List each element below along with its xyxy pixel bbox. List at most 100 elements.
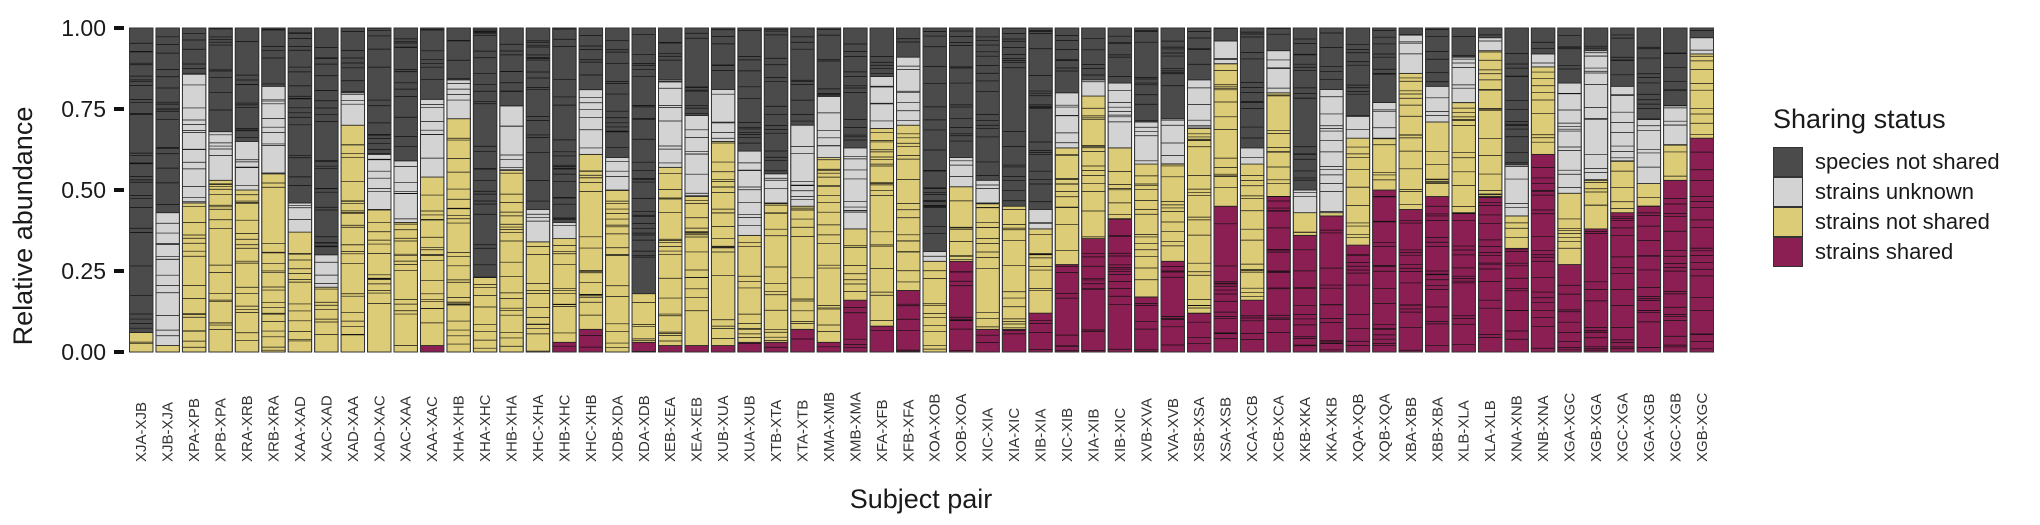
bar-segment-species-not-shared bbox=[261, 27, 286, 87]
x-tick-label: XEA-XEB bbox=[689, 397, 706, 462]
x-tick-label: XKB-XKA bbox=[1297, 397, 1314, 462]
bar-outline bbox=[631, 27, 656, 353]
bar-outline bbox=[446, 27, 471, 353]
bar-segment-species-not-shared bbox=[1160, 27, 1185, 120]
bar-segment-strains-unknown bbox=[578, 89, 604, 155]
bar-segment-species-not-shared bbox=[1398, 27, 1423, 35]
bar-segment-strains-shared bbox=[1266, 196, 1291, 353]
bar-segment-strains-not-shared bbox=[1425, 121, 1450, 197]
x-tick-label: XSB-XSA bbox=[1191, 397, 1208, 462]
bar-segment-strains-not-shared bbox=[843, 228, 868, 301]
bar-segment-strains-not-shared bbox=[763, 202, 789, 343]
bar-outline bbox=[1001, 27, 1027, 353]
bar-outline bbox=[208, 27, 233, 353]
bar-segment-strains-not-shared bbox=[1266, 92, 1291, 197]
bar-segment-strains-not-shared bbox=[287, 231, 313, 353]
x-tick-label: XGC-XGA bbox=[1614, 393, 1631, 462]
y-tick-label: 0.75 bbox=[61, 96, 106, 122]
bar-outline bbox=[684, 27, 709, 353]
bar-segment-species-not-shared bbox=[1557, 27, 1582, 84]
bar-segment-strains-unknown bbox=[234, 140, 260, 191]
bar-outline bbox=[1477, 27, 1503, 353]
bar-segment-strains-not-shared bbox=[446, 118, 471, 353]
x-tick-label: XQB-XQA bbox=[1376, 394, 1393, 462]
bar-outline bbox=[1530, 27, 1556, 353]
bar-segment-species-not-shared bbox=[658, 27, 683, 81]
bar-segment-strains-not-shared bbox=[525, 241, 551, 353]
bar-segment-strains-shared bbox=[949, 260, 974, 353]
bar-segment-strains-not-shared bbox=[605, 189, 630, 353]
bar-outline bbox=[419, 27, 445, 353]
bar-segment-strains-unknown bbox=[684, 115, 709, 197]
legend-item-strains-unknown: strains unknown bbox=[1773, 177, 2033, 207]
bar-outline bbox=[763, 27, 789, 353]
bar-segment-species-not-shared bbox=[155, 27, 180, 214]
bar-outline bbox=[181, 27, 207, 353]
bar-segment-strains-shared bbox=[1345, 244, 1371, 353]
bar-outline bbox=[129, 27, 154, 353]
bar-outline bbox=[552, 27, 577, 353]
bar-outline bbox=[869, 27, 895, 353]
bar-segment-strains-unknown bbox=[843, 147, 868, 230]
x-tick-label: XHA-XHB bbox=[451, 395, 468, 462]
y-tick-label: 0.50 bbox=[61, 177, 106, 203]
bar-segment-strains-unknown bbox=[1425, 85, 1450, 123]
bar-segment-strains-shared bbox=[420, 345, 445, 353]
x-tick-label: XJA-XJB bbox=[133, 402, 150, 462]
bar-outline bbox=[1425, 27, 1450, 353]
bar-segment-strains-not-shared bbox=[499, 170, 524, 353]
x-tick-label: XHC-XHA bbox=[530, 394, 547, 462]
bar-segment-strains-unknown bbox=[1054, 92, 1080, 149]
y-tick-label: 0.25 bbox=[61, 258, 106, 284]
bar-segment-species-not-shared bbox=[684, 27, 709, 116]
bar-segment-species-not-shared bbox=[181, 27, 207, 74]
bar-outline bbox=[234, 27, 260, 353]
bar-outline bbox=[1054, 27, 1080, 353]
bar-outline bbox=[1239, 27, 1265, 353]
bar-outline bbox=[658, 27, 683, 353]
bar-segment-strains-not-shared bbox=[922, 260, 947, 353]
x-tick-label: XNA-XNB bbox=[1509, 395, 1526, 462]
x-tick-label: XFA-XFB bbox=[874, 399, 891, 462]
bar-segment-strains-not-shared bbox=[737, 234, 762, 343]
bar-segment-strains-unknown bbox=[1610, 85, 1635, 162]
bar-segment-strains-unknown bbox=[1504, 163, 1529, 217]
bar-segment-strains-shared bbox=[1610, 212, 1635, 353]
x-tick-label: XRA-XRB bbox=[239, 395, 256, 462]
x-tick-label: XIB-XIA bbox=[1033, 409, 1050, 462]
bar-segment-strains-not-shared bbox=[1028, 228, 1053, 314]
bar-segment-strains-unknown bbox=[1557, 82, 1582, 194]
bar-segment-strains-not-shared bbox=[869, 128, 894, 327]
x-tick-label: XAC-XAA bbox=[398, 396, 415, 462]
bar-segment-species-not-shared bbox=[314, 27, 339, 256]
bar-segment-strains-not-shared bbox=[155, 345, 180, 353]
bar-segment-strains-not-shared bbox=[1610, 160, 1635, 214]
bar-segment-species-not-shared bbox=[763, 27, 789, 175]
bar-outline bbox=[499, 27, 524, 353]
bar-segment-species-not-shared bbox=[869, 27, 894, 77]
bar-segment-strains-shared bbox=[1319, 215, 1344, 353]
bar-segment-strains-unknown bbox=[1107, 82, 1133, 149]
bar-segment-strains-shared bbox=[1398, 209, 1423, 353]
bar-segment-strains-shared bbox=[552, 341, 577, 353]
x-tick-label: XTA-XTB bbox=[794, 400, 811, 462]
bar-outline bbox=[1557, 27, 1582, 353]
bar-segment-species-not-shared bbox=[1530, 27, 1556, 55]
bar-segment-strains-not-shared bbox=[472, 277, 498, 353]
bar-outline bbox=[1689, 27, 1715, 353]
bar-segment-strains-shared bbox=[1689, 137, 1714, 353]
bar-segment-species-not-shared bbox=[1213, 27, 1238, 42]
bar-segment-strains-shared bbox=[658, 345, 683, 353]
bar-segment-strains-shared bbox=[1160, 260, 1185, 353]
bar-segment-species-not-shared bbox=[711, 27, 736, 90]
bar-segment-strains-unknown bbox=[1636, 118, 1662, 184]
stacked-bar-chart: 0.00 0.25 0.50 0.75 1.00 XJA-XJB XJB-XJA XPA-X… bbox=[8, 15, 1715, 514]
bar-outline bbox=[816, 27, 842, 353]
bar-outline bbox=[605, 27, 630, 353]
bar-segment-strains-unknown bbox=[367, 153, 392, 210]
bar-segment-strains-not-shared bbox=[1372, 137, 1397, 191]
x-tick-label: XIA-XIB bbox=[1085, 409, 1102, 462]
bar-segment-strains-unknown bbox=[816, 95, 842, 159]
bar-outline bbox=[287, 27, 313, 353]
bar-outline bbox=[1266, 27, 1291, 353]
